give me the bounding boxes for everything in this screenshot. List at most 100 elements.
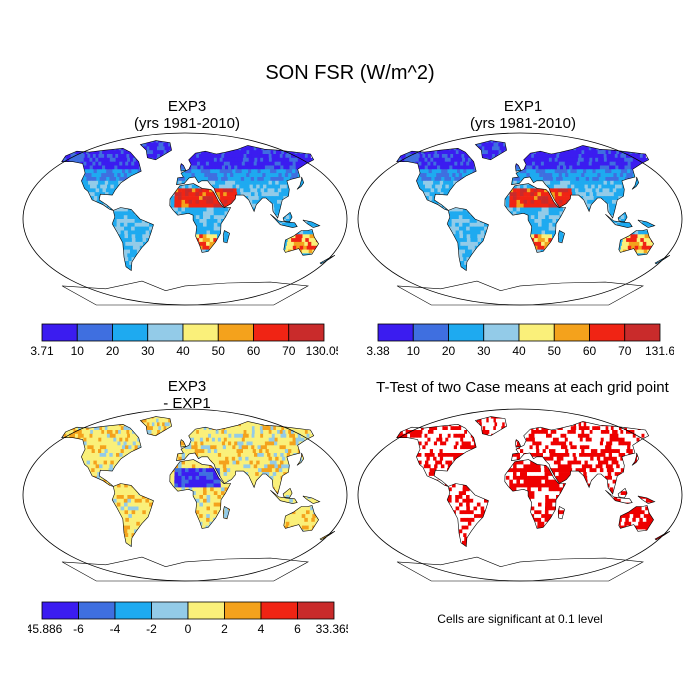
colorbar-label: -45.886 bbox=[28, 622, 63, 636]
japan-outline bbox=[296, 452, 305, 466]
colorbar-swatch bbox=[260, 601, 298, 620]
south-america-outline bbox=[446, 483, 489, 548]
madagascar-outline bbox=[222, 506, 230, 520]
australia-outline bbox=[283, 229, 319, 256]
colorbar-label: 10 bbox=[71, 344, 85, 358]
colorbar-swatch bbox=[624, 323, 661, 342]
africa-outline bbox=[169, 183, 232, 253]
map-panel-ttest bbox=[357, 408, 683, 582]
land-fill bbox=[61, 140, 335, 281]
south-america-outline bbox=[111, 207, 154, 272]
australia-outline bbox=[283, 505, 319, 532]
colorbar-label: 33.365 bbox=[316, 622, 348, 636]
japan-outline bbox=[631, 176, 640, 190]
colorbar-swatch bbox=[112, 323, 149, 342]
colorbar-label: 30 bbox=[141, 344, 155, 358]
significance-note: Cells are significant at 0.1 level bbox=[437, 612, 603, 626]
land-fill bbox=[396, 416, 670, 557]
colorbar-label: 70 bbox=[282, 344, 296, 358]
colorbar-swatch bbox=[78, 601, 116, 620]
colorbar-label: 3.38 bbox=[366, 344, 390, 358]
colorbar-swatch bbox=[114, 601, 152, 620]
indonesia-outline bbox=[270, 489, 298, 504]
map-border bbox=[357, 408, 683, 582]
colorbar-difference: -45.886 -6 -4 -2 0 2 4 6 33.365 bbox=[28, 601, 348, 636]
antarctica-outline bbox=[61, 280, 309, 306]
map-panel-exp1 bbox=[357, 132, 683, 306]
land-fill bbox=[396, 140, 670, 281]
uk-outline bbox=[180, 439, 187, 448]
north-america-outline bbox=[61, 147, 142, 211]
colorbar-label: 60 bbox=[583, 344, 597, 358]
colorbar-label: 20 bbox=[106, 344, 120, 358]
colorbar-label: 131.6 bbox=[645, 344, 674, 358]
colorbar-swatch bbox=[187, 601, 225, 620]
colorbar-swatch bbox=[589, 323, 626, 342]
greenland-outline bbox=[139, 416, 172, 437]
new-zealand-outline bbox=[319, 255, 336, 265]
colorbar-label: -6 bbox=[73, 622, 84, 636]
colorbar-swatch bbox=[253, 323, 290, 342]
colorbar-label: -2 bbox=[146, 622, 157, 636]
panel-1-title: EXP3 (yrs 1981-2010) bbox=[22, 98, 352, 132]
new-zealand-outline bbox=[654, 255, 671, 265]
colorbar-label: 4 bbox=[258, 622, 265, 636]
africa-outline bbox=[504, 459, 567, 529]
colorbar-label: 60 bbox=[247, 344, 261, 358]
panel-2-title-line1: EXP1 bbox=[503, 98, 543, 115]
panel-3-title: EXP3 - EXP1 bbox=[22, 378, 352, 412]
north-america-outline bbox=[396, 147, 477, 211]
antarctica-outline bbox=[396, 556, 644, 582]
panel-3-title-line2: - EXP1 bbox=[163, 395, 211, 412]
australia-outline bbox=[618, 505, 654, 532]
colorbar-swatch bbox=[41, 601, 79, 620]
japan-outline bbox=[631, 452, 640, 466]
colorbar-swatch bbox=[377, 323, 414, 342]
panel-2-title-line2: (yrs 1981-2010) bbox=[470, 115, 576, 132]
colorbar-label: 0 bbox=[185, 622, 192, 636]
colorbar-swatch bbox=[217, 323, 254, 342]
colorbar-swatch bbox=[147, 323, 184, 342]
colorbar-label: -4 bbox=[110, 622, 121, 636]
colorbar-swatch bbox=[41, 323, 78, 342]
colorbar-label: 30 bbox=[477, 344, 491, 358]
colorbar-label: 20 bbox=[442, 344, 456, 358]
map-border bbox=[22, 132, 348, 306]
indonesia-outline bbox=[605, 213, 633, 228]
uk-outline bbox=[180, 163, 187, 172]
eurasia-outline bbox=[511, 145, 650, 219]
map-border bbox=[22, 408, 348, 582]
panel-2-title: EXP1 (yrs 1981-2010) bbox=[358, 98, 688, 132]
colorbar-swatch bbox=[553, 323, 590, 342]
colorbar-swatch bbox=[76, 323, 113, 342]
borneo-outline bbox=[617, 211, 628, 223]
colorbar-exp1: 3.38 10 20 30 40 50 60 70 131.6 bbox=[366, 323, 674, 358]
new-guinea-outline bbox=[302, 219, 321, 228]
panel-4-title: T-Test of two Case means at each grid po… bbox=[350, 379, 695, 396]
madagascar-outline bbox=[557, 230, 565, 244]
colorbar-swatch bbox=[518, 323, 555, 342]
new-guinea-outline bbox=[302, 495, 321, 504]
figure-title: SON FSR (W/m^2) bbox=[265, 62, 435, 84]
greenland-outline bbox=[139, 140, 172, 161]
new-zealand-outline bbox=[319, 531, 336, 541]
africa-outline bbox=[169, 459, 232, 529]
colorbar-label: 2 bbox=[221, 622, 228, 636]
uk-outline bbox=[515, 439, 522, 448]
madagascar-outline bbox=[222, 230, 230, 244]
eurasia-outline bbox=[176, 421, 315, 495]
map-panel-difference bbox=[22, 408, 348, 582]
colorbar-swatch bbox=[483, 323, 520, 342]
colorbar-label: 40 bbox=[176, 344, 190, 358]
colorbar-label: 6 bbox=[294, 622, 301, 636]
borneo-outline bbox=[282, 211, 293, 223]
map-panel-exp3 bbox=[22, 132, 348, 306]
panel-1-title-line1: EXP3 bbox=[167, 98, 207, 115]
panel-4-title-line1: T-Test of two Case means at each grid po… bbox=[376, 379, 669, 396]
antarctica-outline bbox=[61, 556, 309, 582]
borneo-outline bbox=[282, 487, 293, 499]
colorbar-label: 3.71 bbox=[30, 344, 54, 358]
south-america-outline bbox=[111, 483, 154, 548]
colorbar-label: 40 bbox=[512, 344, 526, 358]
colorbar-label: 50 bbox=[212, 344, 226, 358]
